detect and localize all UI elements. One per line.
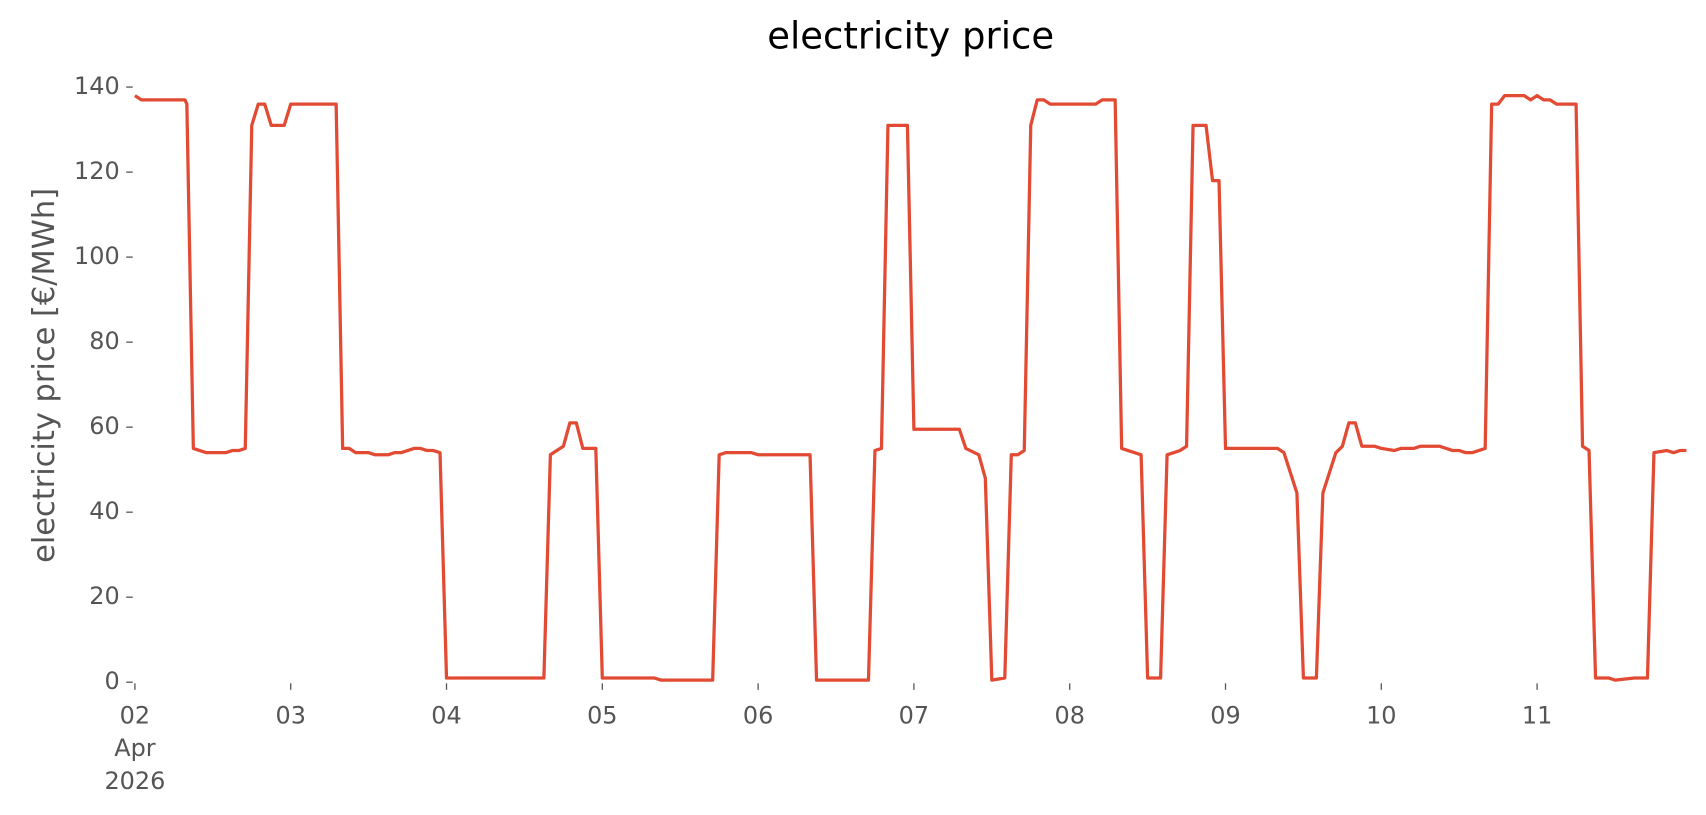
y-tick-label: 0: [104, 667, 119, 695]
price-line: [134, 93, 1687, 682]
y-tick-label: 100: [74, 242, 120, 270]
x-tick-label: 06: [743, 702, 773, 730]
y-axis-label: electricity price [€/MWh]: [27, 188, 62, 563]
x-tick-label: 09: [1210, 702, 1240, 730]
y-tick-label: 140: [74, 72, 120, 100]
y-tick-label: 80: [89, 327, 119, 355]
y-tick-label: 60: [89, 412, 119, 440]
x-tick-label: 03: [275, 702, 305, 730]
x-tick-label: 05: [587, 702, 617, 730]
x-tick-label: 02 Apr 2026: [104, 702, 165, 795]
x-tick-label: 08: [1054, 702, 1084, 730]
x-tick-label: 04: [431, 702, 461, 730]
x-tick-label: 07: [899, 702, 929, 730]
y-tick-label: 120: [74, 157, 120, 185]
y-tick-label: 20: [89, 582, 119, 610]
y-tick-label: 40: [89, 497, 119, 525]
x-tick-label: 10: [1366, 702, 1396, 730]
chart-title: electricity price: [767, 15, 1054, 58]
x-tick-label: 11: [1522, 702, 1552, 730]
